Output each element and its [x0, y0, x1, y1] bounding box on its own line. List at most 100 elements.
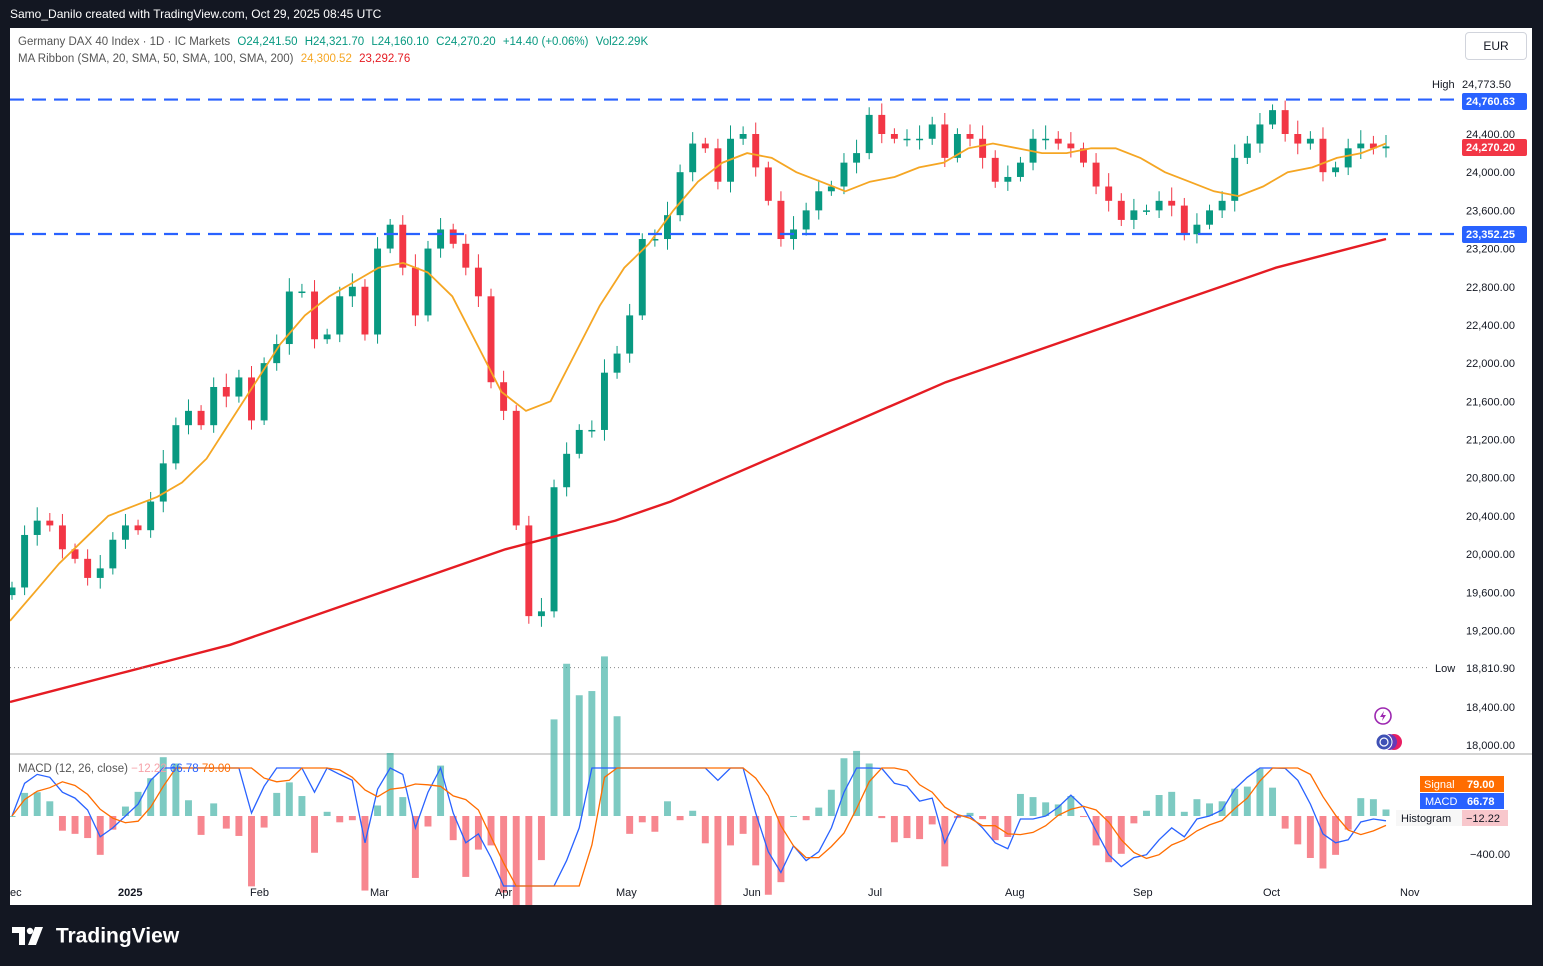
histogram-bar: [185, 800, 192, 816]
ma-ribbon-label[interactable]: MA Ribbon (SMA, 20, SMA, 50, SMA, 100, S…: [18, 53, 294, 65]
signal-line: [11, 767, 1387, 887]
histogram-bar: [235, 816, 243, 836]
time-tick: Mar: [370, 887, 389, 899]
time-tick: ec: [10, 887, 22, 899]
candle: [96, 555, 104, 589]
macd-tag-value: 66.78: [1467, 796, 1495, 808]
histogram-bar: [1294, 816, 1302, 845]
price-axis[interactable]: 18,000.00 18,400.00 19,200.00 19,600.00 20,0…: [1466, 129, 1515, 752]
candle: [802, 202, 810, 236]
histogram-bar: [575, 695, 583, 816]
candle: [714, 138, 722, 190]
histogram-bar: [714, 816, 722, 905]
macd-axis-tick: −400.00: [1470, 849, 1510, 861]
histogram-bar: [147, 778, 155, 816]
low-tag: Low 18,810.90: [1429, 660, 1529, 676]
histogram-bar: [1332, 816, 1340, 855]
histogram-bar: [764, 816, 772, 895]
histogram-bar: [991, 816, 999, 841]
candle: [1369, 135, 1377, 155]
macd-label[interactable]: MACD (12, 26, close): [18, 763, 128, 775]
candle: [512, 405, 520, 531]
macd-tag: MACD 66.78: [1420, 793, 1504, 809]
price-tick: 20,800.00: [1466, 473, 1515, 485]
candle: [1029, 129, 1037, 171]
candle: [1067, 132, 1075, 158]
candle: [1269, 104, 1277, 130]
macd-legend: MACD (12, 26, close) −12.22 66.78 79.00: [18, 763, 231, 775]
candle: [1042, 125, 1050, 150]
histogram-bar: [1231, 788, 1239, 816]
price-tick: 21,600.00: [1466, 396, 1515, 408]
candle: [185, 399, 192, 435]
histogram-bar: [1130, 816, 1138, 824]
candle: [1080, 142, 1087, 168]
signal-tag-value: 79.00: [1467, 779, 1495, 791]
histogram-bar: [512, 816, 520, 905]
candle: [752, 122, 760, 177]
candle: [424, 240, 432, 322]
histogram-bar: [525, 816, 533, 905]
candle: [651, 229, 659, 247]
candle: [588, 420, 596, 438]
time-tick: Oct: [1263, 887, 1280, 899]
histogram-bar: [727, 816, 734, 846]
histogram-bar: [550, 719, 558, 816]
candle: [474, 254, 482, 307]
candle: [1168, 187, 1176, 217]
histogram-bar: [462, 816, 470, 877]
symbol-label[interactable]: Germany DAX 40 Index · 1D · IC Markets: [18, 36, 231, 48]
candle: [462, 234, 470, 276]
low-tag-value: 18,810.90: [1466, 663, 1515, 675]
histogram-bar: [1117, 816, 1125, 854]
candle: [1155, 191, 1163, 219]
price-tick: 19,200.00: [1466, 625, 1515, 637]
histogram-bar: [1306, 816, 1314, 858]
histogram-bar: [1256, 768, 1264, 816]
candle: [815, 179, 823, 220]
histogram-bar: [613, 716, 621, 816]
macd-line: [11, 766, 1387, 887]
chart-canvas[interactable]: 18,000.00 18,400.00 19,200.00 19,600.00 20,0…: [10, 28, 1532, 905]
histogram-bar: [1281, 816, 1289, 829]
svg-text:MACD: MACD: [1425, 796, 1457, 808]
macd-hist-value: −12.22: [131, 763, 167, 775]
candle: [689, 132, 697, 182]
candle: [1143, 204, 1150, 215]
histogram-bar: [1143, 810, 1150, 816]
histogram-bar: [1243, 786, 1251, 816]
candle: [1130, 198, 1138, 230]
candle: [323, 328, 331, 344]
time-tick: Feb: [250, 887, 269, 899]
price-tick: 23,600.00: [1466, 205, 1515, 217]
alert-icon[interactable]: [1374, 707, 1392, 725]
time-axis[interactable]: ec 2025 Feb Mar Apr May Jun Jul Aug Sep Oct Nov: [10, 887, 1420, 899]
histogram-bar: [1067, 796, 1075, 816]
candle: [575, 424, 583, 459]
chart-frame[interactable]: 18,000.00 18,400.00 19,200.00 19,600.00 20,0…: [10, 28, 1532, 905]
candle: [1218, 191, 1226, 219]
events-icon[interactable]: [1375, 733, 1402, 751]
high-tag-value: 24,773.50: [1462, 79, 1511, 91]
candle: [878, 103, 886, 144]
histogram-bar: [21, 792, 29, 816]
support-tag-value: 23,352.25: [1466, 229, 1515, 241]
currency-button[interactable]: EUR: [1465, 32, 1527, 60]
candle: [790, 216, 798, 250]
histogram-bar: [689, 810, 697, 816]
candle: [1004, 165, 1012, 191]
candle: [1092, 153, 1100, 195]
histogram-bar: [664, 801, 671, 816]
candle: [966, 124, 974, 147]
histogram-bar: [500, 816, 508, 893]
low-value: L24,160.10: [371, 36, 429, 48]
candle: [84, 549, 92, 586]
price-tick: 22,400.00: [1466, 320, 1515, 332]
price-tick: 24,000.00: [1466, 167, 1515, 179]
histogram-bar: [890, 816, 898, 843]
histogram-bar: [1269, 787, 1277, 816]
candle: [311, 280, 318, 349]
histogram-bar: [928, 816, 936, 825]
candle: [827, 180, 835, 196]
candle: [159, 450, 167, 513]
